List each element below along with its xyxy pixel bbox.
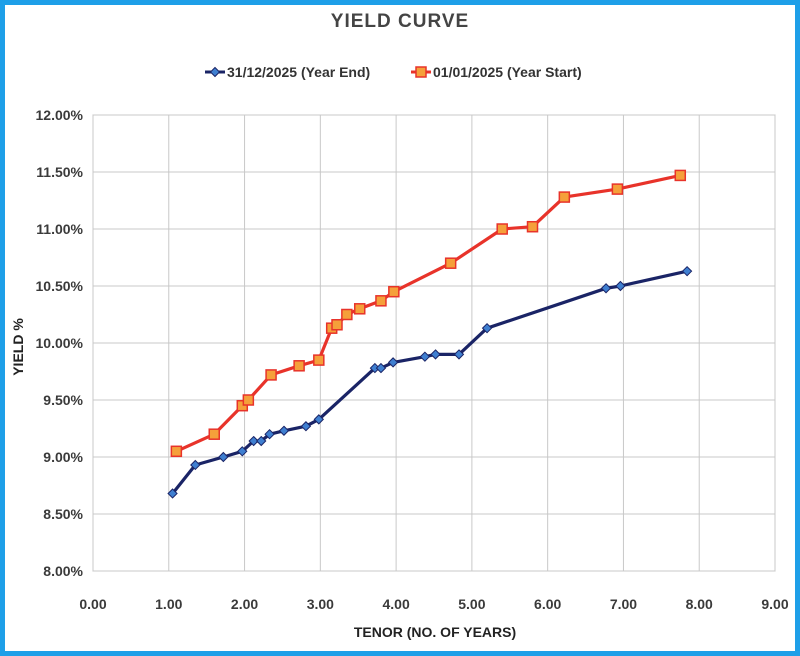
data-point bbox=[600, 283, 612, 294]
data-point bbox=[375, 362, 387, 374]
series-0 bbox=[167, 265, 693, 499]
y-tick-label: 10.50% bbox=[36, 278, 84, 294]
data-point bbox=[375, 295, 387, 307]
data-point bbox=[430, 349, 441, 360]
data-point bbox=[190, 459, 201, 471]
data-point bbox=[444, 257, 457, 269]
y-tick-label: 11.00% bbox=[36, 221, 83, 237]
x-axis-ticks: 0.00 1.00 2.00 3.00 4.00 5.00 6.00 7.00 8.00 9.00 bbox=[79, 596, 788, 612]
series-line bbox=[175, 173, 681, 453]
data-point bbox=[218, 451, 229, 463]
data-point bbox=[453, 349, 465, 360]
x-tick-label: 5.00 bbox=[458, 596, 485, 612]
data-point bbox=[419, 351, 431, 362]
data-point bbox=[170, 445, 183, 458]
y-tick-label: 12.00% bbox=[36, 107, 84, 123]
data-point bbox=[558, 191, 571, 203]
data-point bbox=[248, 435, 259, 447]
y-tick-label: 10.00% bbox=[36, 335, 84, 351]
x-tick-label: 4.00 bbox=[382, 596, 409, 612]
series-1 bbox=[170, 169, 687, 458]
data-point bbox=[388, 285, 400, 298]
data-point bbox=[265, 369, 277, 381]
y-tick-label: 8.00% bbox=[43, 563, 83, 579]
data-point bbox=[264, 428, 275, 440]
legend: 31/12/2025 (Year End) 01/01/2025 (Year St… bbox=[205, 64, 582, 80]
y-tick-label: 8.50% bbox=[43, 506, 83, 522]
data-point bbox=[496, 223, 508, 235]
x-tick-label: 0.00 bbox=[79, 596, 106, 612]
x-tick-label: 3.00 bbox=[307, 596, 334, 612]
data-point bbox=[313, 414, 325, 425]
data-point bbox=[526, 220, 539, 233]
data-point bbox=[331, 319, 343, 331]
data-point bbox=[611, 183, 624, 195]
data-point bbox=[167, 488, 178, 499]
data-point bbox=[242, 394, 255, 406]
yield-curve-chart: 8.00% 8.50% 9.00% 9.50% 10.00% 10.50% 11.00% 11… bbox=[10, 64, 789, 640]
data-point bbox=[300, 421, 312, 432]
data-point bbox=[278, 425, 290, 436]
series-line bbox=[171, 269, 688, 495]
data-point bbox=[681, 265, 693, 277]
x-tick-label: 7.00 bbox=[610, 596, 637, 612]
data-point bbox=[293, 360, 305, 372]
x-tick-label: 2.00 bbox=[231, 596, 258, 612]
data-point bbox=[341, 308, 353, 321]
series-group bbox=[167, 169, 693, 499]
chart-frame: YIELD CURVE 8.00% 8.50% 9.00% 9.50% 10.00% 10… bbox=[5, 5, 795, 651]
x-tick-label: 1.00 bbox=[155, 596, 182, 612]
y-tick-label: 9.00% bbox=[43, 449, 83, 465]
y-axis-ticks: 8.00% 8.50% 9.00% 9.50% 10.00% 10.50% 11.00% 11… bbox=[36, 107, 84, 579]
x-axis-label: TENOR (NO. OF YEARS) bbox=[354, 624, 516, 640]
data-point bbox=[313, 354, 325, 366]
x-tick-label: 9.00 bbox=[761, 596, 788, 612]
legend-marker bbox=[415, 66, 427, 78]
chart-title: YIELD CURVE bbox=[330, 11, 470, 32]
grid-lines bbox=[92, 114, 776, 572]
data-point bbox=[387, 357, 399, 368]
data-point bbox=[481, 322, 493, 334]
x-tick-label: 8.00 bbox=[686, 596, 713, 612]
data-point bbox=[208, 428, 220, 440]
legend-marker bbox=[209, 66, 221, 78]
x-tick-label: 6.00 bbox=[534, 596, 561, 612]
y-tick-label: 11.50% bbox=[36, 164, 83, 180]
data-point bbox=[237, 446, 248, 457]
legend-label: 31/12/2025 (Year End) bbox=[227, 64, 370, 80]
data-point bbox=[353, 303, 366, 315]
data-point bbox=[256, 435, 267, 447]
data-point bbox=[674, 169, 687, 182]
y-tick-label: 9.50% bbox=[43, 392, 83, 408]
data-point bbox=[615, 280, 626, 292]
y-axis-label: YIELD % bbox=[10, 318, 26, 376]
legend-label: 01/01/2025 (Year Start) bbox=[433, 64, 582, 80]
